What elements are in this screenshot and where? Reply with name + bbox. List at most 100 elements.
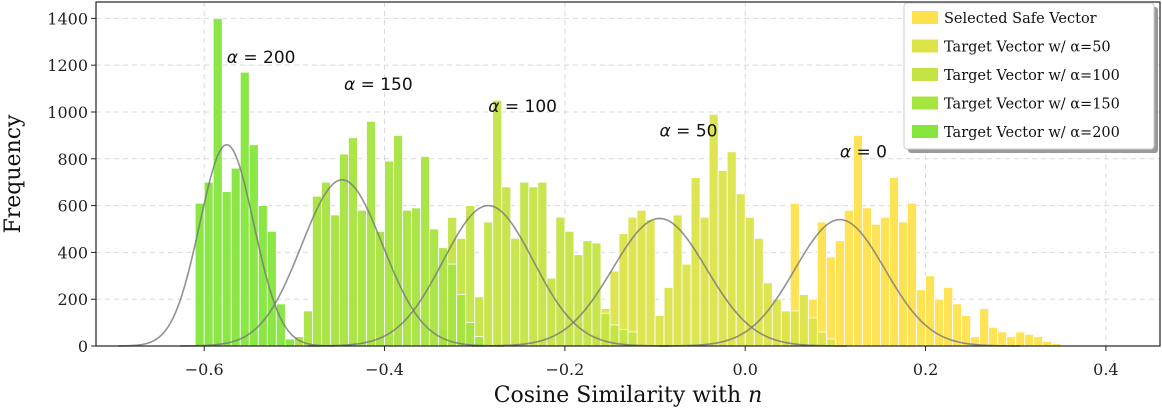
y-tick-label-6: 1200	[47, 56, 88, 75]
bar-4-6	[248, 144, 259, 347]
bar-1-25	[816, 331, 827, 347]
legend-label-4: Target Vector w/ α=200	[944, 125, 1120, 141]
x-tick-label-0: −0.6	[185, 360, 224, 379]
y-tick-label-1: 200	[57, 290, 88, 309]
bar-4-4	[230, 167, 241, 347]
y-tick-label-4: 800	[57, 150, 88, 169]
bar-series-4	[194, 17, 295, 347]
annotation-3: α = 50	[660, 122, 718, 142]
x-tick-label-4: 0.2	[913, 360, 938, 379]
bar-0-9	[862, 207, 872, 347]
y-axis-label: Frequency	[1, 114, 26, 234]
bar-3-19	[465, 322, 476, 347]
bar-4-8	[266, 230, 277, 347]
x-tick-label-2: −0.2	[545, 360, 584, 379]
bar-3-17	[447, 263, 458, 347]
bar-0-7	[844, 209, 854, 347]
bar-2-13	[555, 216, 566, 347]
legend-swatch-2	[912, 68, 938, 81]
bar-0-8	[853, 134, 863, 347]
bar-4-3	[221, 191, 232, 347]
legend-box	[903, 2, 1155, 150]
y-axis-ticks: 0 200 400 600 800 1000 1200 1400	[47, 9, 96, 356]
histogram-bars	[194, 17, 1062, 347]
legend-swatch-0	[912, 11, 938, 24]
legend-swatch-3	[912, 96, 938, 110]
kde-curves	[118, 143, 1021, 347]
bar-0-27	[1024, 333, 1035, 347]
bar-1-6	[645, 219, 656, 347]
legend-swatch-1	[912, 39, 938, 53]
legend-label-0: Selected Safe Vector	[944, 11, 1097, 27]
bar-0-20	[961, 315, 972, 347]
y-tick-label-3: 600	[57, 197, 88, 216]
bar-3-6	[348, 137, 358, 347]
bar-1-23	[798, 294, 809, 347]
bar-2-9	[519, 181, 530, 347]
bar-1-14	[717, 170, 728, 347]
bar-3-12	[402, 209, 412, 347]
bar-0-14	[907, 202, 917, 347]
kde-curve-2	[307, 204, 669, 347]
bar-3-13	[411, 207, 422, 347]
bar-3-7	[357, 209, 367, 347]
y-tick-label-2: 400	[57, 243, 88, 262]
bar-3-5	[339, 153, 349, 347]
bar-0-12	[889, 177, 899, 347]
bar-1-7	[654, 315, 665, 347]
x-tick-label-1: −0.4	[365, 360, 404, 379]
bar-0-5	[825, 256, 836, 347]
bar-1-16	[735, 193, 746, 347]
bar-1-26	[825, 338, 836, 347]
bar-2-5	[483, 221, 494, 347]
bar-1-4	[627, 216, 638, 347]
legend-label-3: Target Vector w/ α=150	[944, 97, 1120, 113]
bar-0-23	[988, 326, 999, 347]
bar-1-15	[726, 151, 737, 347]
bar-0-22	[979, 308, 990, 347]
bar-series-3	[293, 120, 485, 347]
annotation-1: α = 150	[344, 75, 413, 95]
bar-0-17	[934, 298, 944, 347]
bar-2-11	[537, 181, 548, 347]
bar-3-18	[456, 294, 467, 347]
bar-2-6	[492, 99, 503, 347]
bar-0-10	[871, 223, 881, 347]
bar-3-9	[375, 230, 385, 347]
alpha-annotations: α = 200 α = 150 α = 100 α = 50 α = 0	[227, 48, 887, 163]
x-axis-label: Cosine Similarity with n	[494, 383, 763, 408]
legend-swatch-4	[912, 125, 938, 138]
bar-0-19	[952, 303, 963, 347]
bar-0-28	[1033, 336, 1044, 347]
plot-frame	[95, 1, 1161, 347]
y-tick-label-7: 1400	[47, 9, 88, 28]
bar-3-8	[366, 120, 376, 347]
kde-curve-4	[118, 143, 335, 347]
bar-3-1	[302, 310, 313, 347]
y-tick-label-0: 0	[78, 337, 88, 356]
legend-label-1: Target Vector w/ α=50	[944, 40, 1111, 56]
legend: Selected Safe Vector Target Vector w/ α=5…	[903, 2, 1158, 153]
bar-4-10	[284, 338, 295, 347]
bar-2-15	[573, 254, 584, 347]
bar-0-24	[997, 331, 1008, 347]
legend-label-2: Target Vector w/ α=100	[944, 68, 1120, 84]
bar-4-1	[203, 181, 214, 347]
bar-0-6	[834, 240, 845, 347]
annotation-0: α = 200	[227, 48, 296, 68]
bar-1-12	[699, 216, 710, 347]
annotation-4: α = 0	[840, 143, 887, 163]
y-tick-label-5: 1000	[47, 103, 88, 122]
bar-1-8	[663, 287, 674, 347]
bar-0-4	[816, 221, 827, 347]
bar-0-25	[1006, 336, 1017, 347]
bar-3-2	[312, 195, 322, 347]
bar-2-21	[627, 331, 638, 347]
bar-series-1	[591, 113, 836, 347]
bar-1-10	[681, 263, 692, 347]
bar-1-22	[789, 310, 800, 347]
bar-2-8	[510, 237, 521, 347]
bar-2-16	[582, 240, 593, 347]
x-tick-label-5: 0.4	[1093, 360, 1118, 379]
